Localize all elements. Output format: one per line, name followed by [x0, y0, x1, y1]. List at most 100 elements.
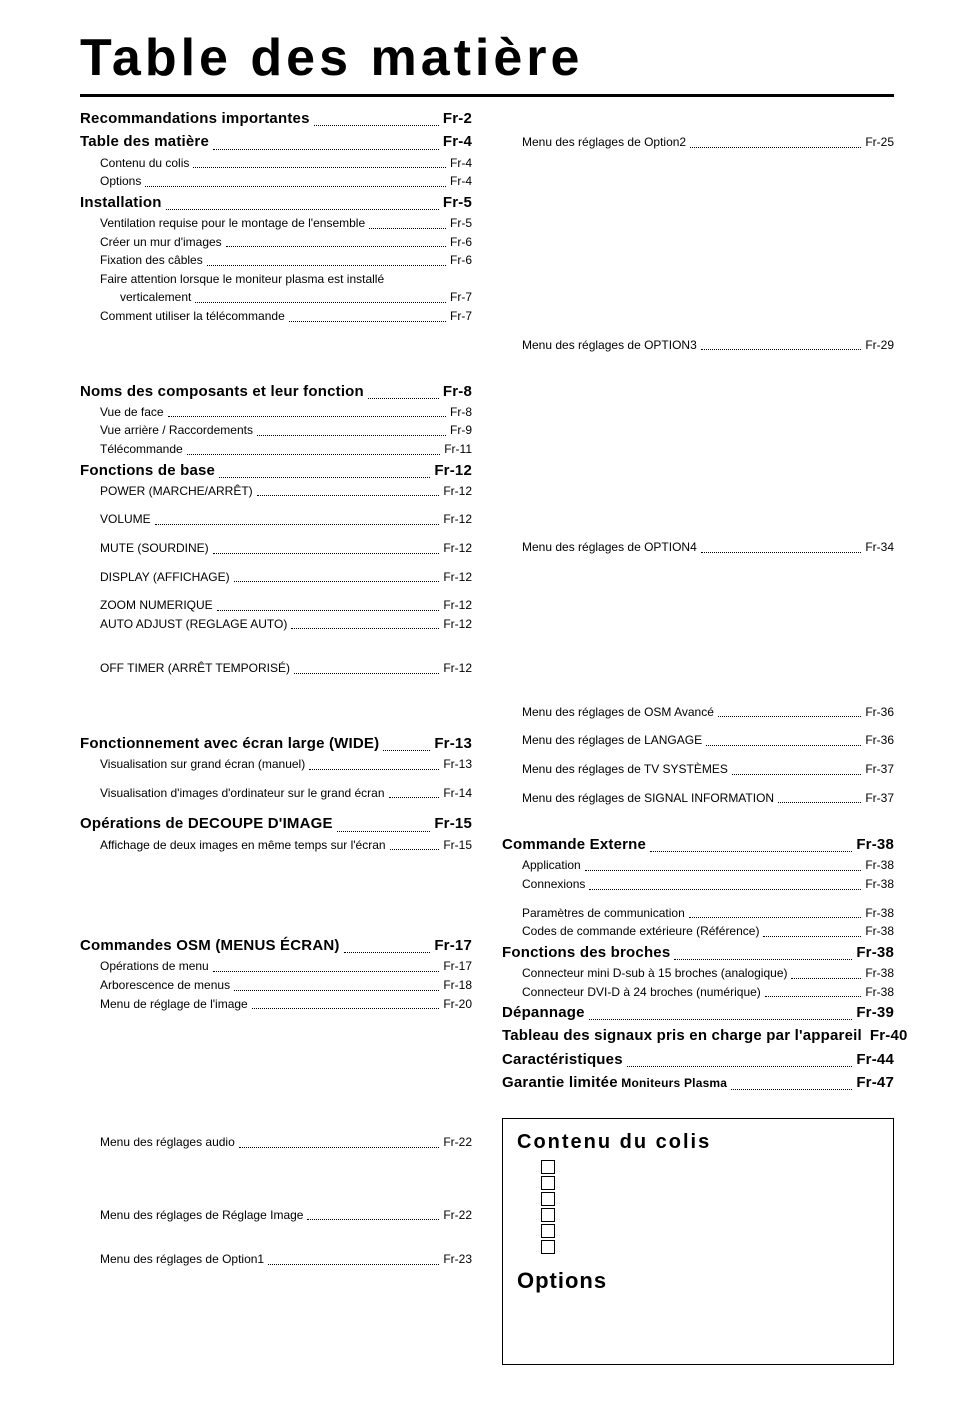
toc-leader-dots [195, 302, 446, 303]
toc-text: Fonctionnement avec écran large (WIDE) [80, 732, 379, 755]
toc-entry: ApplicationFr-38 [502, 856, 894, 875]
toc-page: Fr-38 [865, 904, 894, 923]
toc-text: ZOOM NUMERIQUE [100, 596, 213, 615]
toc-text: AUTO ADJUST (REGLAGE AUTO) [100, 615, 287, 634]
toc-leader-dots [252, 1008, 440, 1009]
toc-page: Fr-17 [443, 957, 472, 976]
page-title: Table des matière [80, 28, 894, 88]
toc-page: Fr-22 [443, 1206, 472, 1225]
toc-entry: Visualisation sur grand écran (manuel) Fr… [80, 755, 472, 774]
toc-page: Fr-44 [856, 1048, 894, 1071]
toc-page: Fr-38 [865, 856, 894, 875]
toc-page: Fr-2 [443, 107, 472, 130]
toc-page: Fr-38 [856, 833, 894, 856]
toc-text: Installation [80, 191, 162, 214]
toc-leader-dots [390, 849, 440, 850]
toc-page: Fr-13 [443, 755, 472, 774]
toc-leader-dots [718, 716, 861, 717]
toc-spacer [80, 586, 472, 596]
toc-page: Fr-38 [856, 941, 894, 964]
toc-leader-dots [257, 495, 440, 496]
toc-text: Visualisation d'images d'ordinateur sur … [100, 784, 385, 803]
toc-text: Commande Externe [502, 833, 646, 856]
toc-entry: MUTE (SOURDINE)Fr-12 [80, 539, 472, 558]
toc-entry: Connecteur DVI-D à 24 broches (numérique… [502, 983, 894, 1002]
toc-leader-dots [234, 581, 440, 582]
toc-text: DISPLAY (AFFICHAGE) [100, 568, 230, 587]
toc-heading: Recommandations importantes Fr-2 [80, 107, 472, 130]
checkbox-icon [541, 1240, 555, 1254]
toc-text: Connecteur DVI-D à 24 broches (numérique… [522, 983, 761, 1002]
toc-entry: Vue de faceFr-8 [80, 403, 472, 422]
toc-leader-dots [732, 774, 861, 775]
toc-text: Connecteur mini D-sub à 15 broches (anal… [522, 964, 787, 983]
toc-leader-dots [234, 990, 439, 991]
toc-entry: Contenu du colisFr-4 [80, 154, 472, 173]
toc-text: Fonctions des broches [502, 941, 670, 964]
toc-text: Menu des réglages audio [100, 1133, 235, 1152]
toc-page: Fr-20 [443, 995, 472, 1014]
toc-leader-dots [187, 454, 441, 455]
toc-text: Faire attention lorsque le moniteur plas… [100, 270, 384, 289]
toc-page: Fr-47 [856, 1071, 894, 1094]
toc-spacer [502, 721, 894, 731]
toc-entry: ZOOM NUMERIQUEFr-12 [80, 596, 472, 615]
toc-leader-dots [763, 936, 861, 937]
toc-spacer [80, 1224, 472, 1250]
toc-leader-dots [690, 147, 861, 148]
toc-text: Recommandations importantes [80, 107, 310, 130]
toc-leader-dots [239, 1147, 440, 1148]
toc-leader-dots [778, 802, 861, 803]
toc-leader-dots [193, 167, 446, 168]
toc-spacer [502, 272, 894, 326]
toc-leader-dots [731, 1089, 852, 1090]
toc-text: Vue de face [100, 403, 164, 422]
toc-leader-dots [765, 996, 862, 997]
checkbox-item [541, 1192, 879, 1206]
toc-text: Menu des réglages de SIGNAL INFORMATION [522, 789, 774, 808]
toc-page: Fr-29 [865, 336, 894, 355]
toc-text: Options [100, 172, 141, 191]
toc-spacer [80, 1152, 472, 1206]
toc-entry: Menu des réglages de Option2Fr-25 [502, 133, 894, 152]
toc-entry: Menu des réglages audioFr-22 [80, 1133, 472, 1152]
toc-text: Contenu du colis [100, 154, 189, 173]
toc-leader-dots [289, 321, 446, 322]
toc-page: Fr-5 [443, 191, 472, 214]
toc-page: Fr-13 [434, 732, 472, 755]
toc-page: Fr-37 [865, 789, 894, 808]
toc-spacer [80, 326, 472, 380]
toc-text: Noms des composants et leur fonction [80, 380, 364, 403]
toc-text: Menu des réglages de TV SYSTÈMES [522, 760, 728, 779]
toc-leader-dots [291, 628, 439, 629]
toc-text: Arborescence de menus [100, 976, 230, 995]
toc-leader-dots [166, 209, 439, 210]
title-rule [80, 94, 894, 97]
toc-page: Fr-18 [443, 976, 472, 995]
toc-page: Fr-4 [450, 172, 472, 191]
toc-leader-dots [701, 552, 862, 553]
toc-heading: DépannageFr-39 [502, 1001, 894, 1024]
toc-leader-dots [268, 1264, 439, 1265]
toc-heading: Noms des composants et leur fonctionFr-8 [80, 380, 472, 403]
toc-text: Opérations de DECOUPE D'IMAGE [80, 812, 333, 835]
toc-page: Fr-7 [450, 307, 472, 326]
toc-leader-dots [155, 524, 440, 525]
toc-spacer [80, 854, 472, 908]
toc-text: Visualisation sur grand écran (manuel) [100, 755, 305, 774]
toc-leader-dots [589, 889, 861, 890]
toc-entry: VOLUMEFr-12 [80, 510, 472, 529]
toc-text: Menu des réglages de OPTION4 [522, 538, 697, 557]
toc-text: Télécommande [100, 440, 183, 459]
toc-entry: Opérations de menuFr-17 [80, 957, 472, 976]
toc-text: Ventilation requise pour le montage de l… [100, 214, 365, 233]
toc-entry: Vue arrière / RaccordementsFr-9 [80, 421, 472, 440]
toc-spacer [502, 779, 894, 789]
toc-text: Vue arrière / Raccordements [100, 421, 253, 440]
toc-leader-dots [307, 1219, 439, 1220]
checkbox-icon [541, 1208, 555, 1222]
toc-page: Fr-36 [865, 731, 894, 750]
toc-leader-dots [650, 851, 852, 852]
toc-heading: CaractéristiquesFr-44 [502, 1048, 894, 1071]
toc-text: Créer un mur d'images [100, 233, 222, 252]
